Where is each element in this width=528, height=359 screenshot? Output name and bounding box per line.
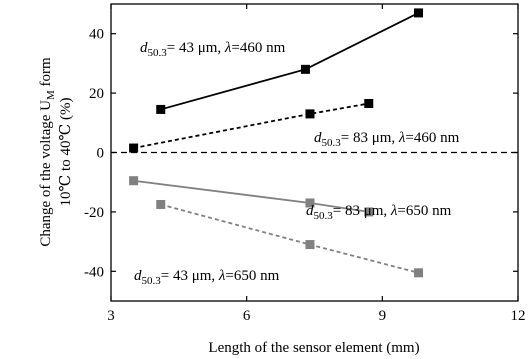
series-line-1 <box>160 12 419 111</box>
data-point-series-3 <box>129 176 139 186</box>
x-axis-title: Length of the sensor element (mm) <box>208 340 419 356</box>
data-point-series-1 <box>300 64 310 74</box>
y-tick-label: 0 <box>97 146 105 162</box>
data-point-series-1 <box>414 8 424 18</box>
data-point-series-4 <box>305 240 315 250</box>
series-line-2 <box>133 102 369 149</box>
y-axis-title-main: Change of the voltage U <box>38 100 54 247</box>
label-lambda-symbol: λ <box>398 130 406 146</box>
series-label-3: d50.3= 83 μm, λ=650 nm <box>306 203 452 222</box>
x-tick-label: 3 <box>107 308 115 324</box>
data-point-series-4 <box>414 268 424 278</box>
label-d-value: = 43 μm, <box>161 268 219 284</box>
y-tick-label: -40 <box>84 264 104 280</box>
series-label-2: d50.3= 83 μm, λ=460 nm <box>314 130 460 149</box>
label-d-value: = 43 μm, <box>167 40 225 56</box>
label-lambda-symbol: λ <box>390 203 398 219</box>
series-label-1: d50.3= 43 μm, λ=460 nm <box>140 40 286 59</box>
data-point-series-2 <box>305 109 315 119</box>
x-tick-label: 6 <box>243 308 251 324</box>
y-tick-label: 40 <box>89 27 104 43</box>
label-d-subscript: 50.3 <box>314 210 334 222</box>
label-lambda-value: =460 nm <box>405 130 459 146</box>
label-d-symbol: d <box>314 130 322 146</box>
data-point-series-4 <box>156 199 166 209</box>
data-point-series-2 <box>129 143 139 153</box>
ticks-group: 3 6 9 12 40 20 0 -20 -40 <box>84 4 526 324</box>
label-lambda-symbol: λ <box>224 40 232 56</box>
label-d-value: = 83 μm, <box>333 203 391 219</box>
y-axis-title-sub: M <box>45 90 57 100</box>
y-axis-title-suffix: form <box>38 57 54 90</box>
label-lambda-value: =650 nm <box>225 268 279 284</box>
label-lambda-value: =650 nm <box>397 203 451 219</box>
label-d-subscript: 50.3 <box>148 47 168 59</box>
label-d-subscript: 50.3 <box>322 137 342 149</box>
label-d-value: = 83 μm, <box>341 130 399 146</box>
data-point-series-3 <box>364 207 374 217</box>
y-axis-title: Change of the voltage UM form 10℃ to 40℃… <box>38 57 74 247</box>
data-point-series-2 <box>364 98 374 108</box>
series-group <box>129 8 424 278</box>
series-label-4: d50.3= 43 μm, λ=650 nm <box>134 268 280 287</box>
y-axis-title-line2: 10℃ to 40℃ (%) <box>58 98 74 207</box>
label-d-symbol: d <box>134 268 142 284</box>
data-point-series-1 <box>156 104 166 114</box>
x-tick-label: 12 <box>511 308 526 324</box>
y-tick-label: 20 <box>89 86 104 102</box>
y-tick-label: -20 <box>84 205 104 221</box>
label-d-subscript: 50.3 <box>142 275 162 287</box>
label-d-symbol: d <box>306 203 314 219</box>
data-point-series-3 <box>305 198 315 208</box>
label-lambda-symbol: λ <box>218 268 226 284</box>
x-tick-label: 9 <box>379 308 387 324</box>
label-lambda-value: =460 nm <box>231 40 285 56</box>
y-axis-title-line1: Change of the voltage UM form <box>38 57 57 247</box>
label-d-symbol: d <box>140 40 148 56</box>
